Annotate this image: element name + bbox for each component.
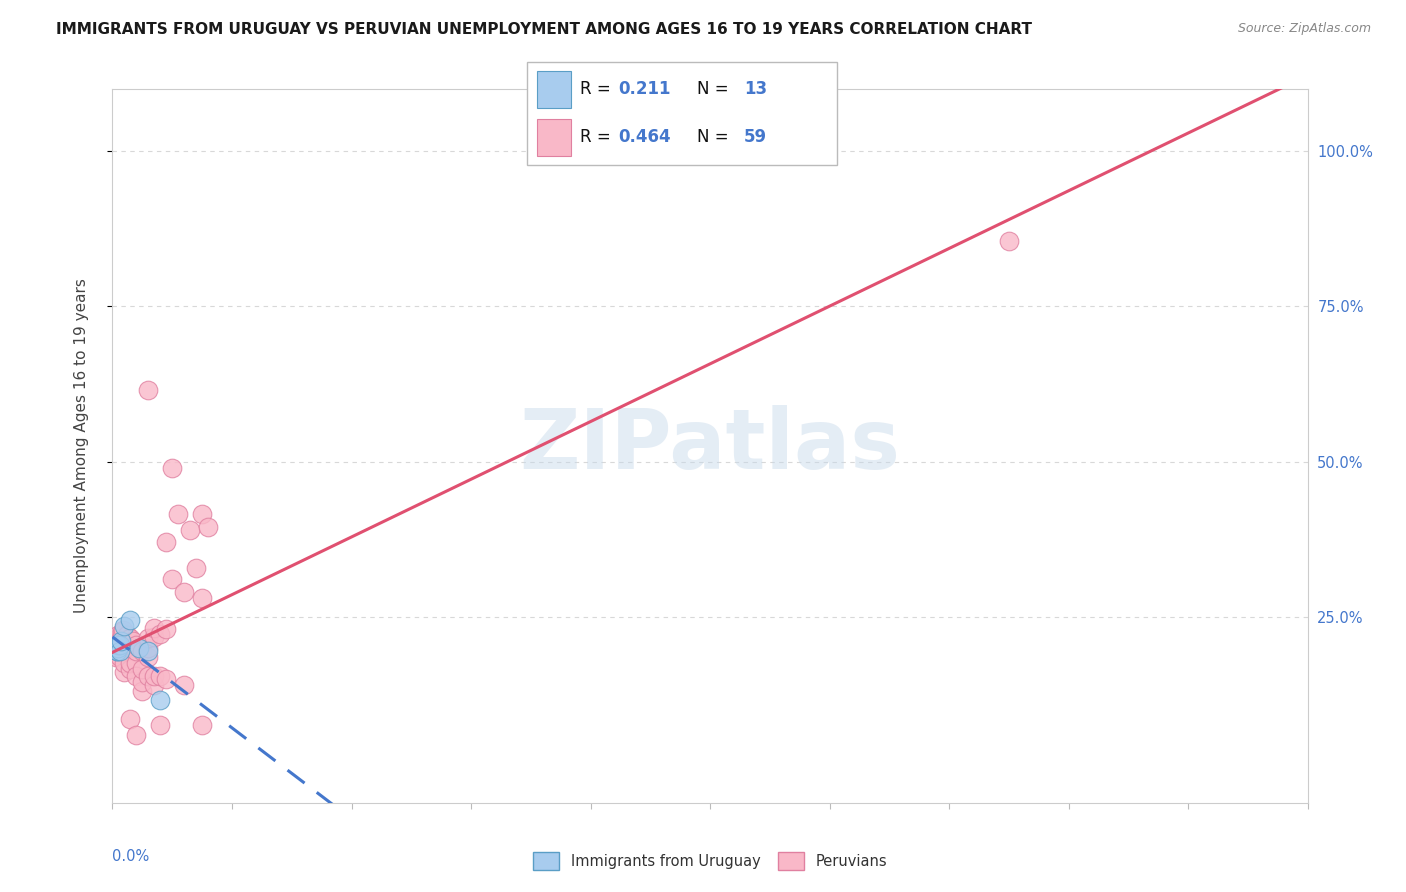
- Point: [105, 644, 128, 658]
- Point: [149, 693, 172, 707]
- Point: [104, 647, 127, 661]
- Point: [191, 508, 214, 522]
- Point: [143, 678, 166, 692]
- Point: [105, 640, 128, 655]
- Point: [138, 650, 160, 665]
- Point: [138, 632, 160, 646]
- Text: Source: ZipAtlas.com: Source: ZipAtlas.com: [1237, 22, 1371, 36]
- Point: [107, 632, 129, 646]
- Text: IMMIGRANTS FROM URUGUAY VS PERUVIAN UNEMPLOYMENT AMONG AGES 16 TO 19 YEARS CORRE: IMMIGRANTS FROM URUGUAY VS PERUVIAN UNEM…: [56, 22, 1032, 37]
- Point: [107, 638, 129, 652]
- Point: [108, 650, 131, 665]
- Point: [149, 718, 172, 732]
- Point: [110, 644, 132, 658]
- Point: [149, 627, 172, 641]
- Point: [120, 632, 142, 646]
- Point: [105, 650, 128, 665]
- Point: [114, 644, 135, 658]
- Point: [120, 640, 142, 655]
- Point: [179, 523, 201, 537]
- Point: [114, 665, 135, 680]
- Point: [105, 640, 128, 655]
- Text: 0.211: 0.211: [619, 80, 671, 98]
- Point: [125, 656, 148, 670]
- Point: [105, 644, 128, 658]
- Point: [114, 634, 135, 648]
- Point: [128, 640, 150, 655]
- Point: [998, 234, 1021, 248]
- Point: [110, 640, 132, 655]
- Point: [138, 668, 160, 682]
- Point: [191, 718, 214, 732]
- Text: 0.464: 0.464: [619, 128, 671, 146]
- Point: [110, 634, 132, 648]
- Point: [112, 624, 135, 638]
- Text: ZIPatlas: ZIPatlas: [520, 406, 900, 486]
- Point: [143, 621, 166, 635]
- Point: [105, 644, 128, 658]
- Point: [107, 640, 129, 655]
- Point: [125, 638, 148, 652]
- Point: [143, 630, 166, 644]
- Point: [131, 674, 153, 689]
- Point: [114, 619, 135, 633]
- Point: [143, 668, 166, 682]
- Bar: [537, 70, 571, 108]
- Text: 59: 59: [744, 128, 766, 146]
- Point: [125, 727, 148, 741]
- Point: [162, 573, 183, 587]
- Point: [138, 644, 160, 658]
- Point: [125, 668, 148, 682]
- Point: [122, 634, 145, 648]
- Text: N =: N =: [697, 80, 734, 98]
- Point: [173, 584, 195, 599]
- Point: [111, 625, 134, 640]
- Bar: [537, 119, 571, 156]
- Point: [117, 628, 139, 642]
- Point: [138, 383, 160, 397]
- Point: [125, 644, 148, 658]
- Point: [110, 632, 132, 646]
- Point: [138, 640, 160, 655]
- Point: [191, 591, 214, 605]
- Text: R =: R =: [579, 128, 616, 146]
- Text: 13: 13: [744, 80, 766, 98]
- Point: [186, 561, 208, 575]
- Point: [167, 508, 190, 522]
- Point: [162, 460, 183, 475]
- Point: [155, 672, 177, 686]
- Legend: Immigrants from Uruguay, Peruvians: Immigrants from Uruguay, Peruvians: [526, 846, 894, 878]
- Text: N =: N =: [697, 128, 734, 146]
- Text: R =: R =: [579, 80, 616, 98]
- Point: [107, 634, 129, 648]
- Point: [108, 638, 131, 652]
- Point: [107, 628, 129, 642]
- Point: [120, 712, 142, 726]
- Point: [114, 656, 135, 670]
- Point: [131, 644, 153, 658]
- Point: [120, 656, 142, 670]
- Point: [131, 662, 153, 676]
- Point: [173, 678, 195, 692]
- Point: [155, 622, 177, 636]
- Point: [155, 535, 177, 549]
- Text: 0.0%: 0.0%: [112, 849, 149, 864]
- Point: [197, 519, 219, 533]
- Point: [149, 668, 172, 682]
- Point: [120, 613, 142, 627]
- FancyBboxPatch shape: [527, 62, 837, 165]
- Point: [120, 662, 142, 676]
- Y-axis label: Unemployment Among Ages 16 to 19 years: Unemployment Among Ages 16 to 19 years: [75, 278, 89, 614]
- Point: [131, 684, 153, 698]
